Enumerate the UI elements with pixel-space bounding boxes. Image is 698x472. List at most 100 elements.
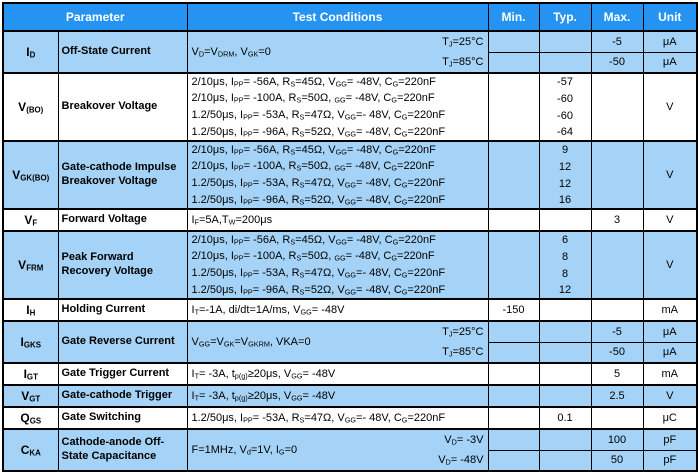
col-header-test-conditions: Test Conditions	[186, 3, 488, 32]
col-header-typ: Typ.	[538, 3, 591, 32]
param-name: Gate Switching	[57, 406, 187, 429]
test-condition: IT= -3A, tp(g)≥20μs, VGG= -48V	[186, 362, 488, 385]
min-cell	[487, 384, 539, 407]
typ-cell: 12	[538, 282, 591, 299]
max-cell	[590, 406, 643, 429]
min-cell: -150	[487, 298, 539, 321]
typ-cell: -64	[538, 124, 591, 141]
param-name: Breakover Voltage	[57, 72, 187, 141]
typ-cell: 16	[538, 192, 591, 209]
param-symbol: VFRM	[2, 230, 58, 299]
param-symbol: VF	[2, 208, 58, 231]
table-row: -50 μA	[3, 51, 697, 73]
typ-cell: 6	[538, 230, 591, 248]
min-cell	[487, 51, 539, 73]
table-row: ID Off-State Current VD=VDRM, VGK=0 TJ=2…	[2, 30, 697, 73]
table-row: VFRM Peak Forward Recovery Voltage 2/10μ…	[2, 230, 697, 299]
min-cell	[487, 208, 539, 231]
test-condition: 2/10μs, IPP= -56A, RS=45Ω, VGG= -48V, CG…	[186, 230, 488, 248]
typ-cell	[538, 449, 591, 471]
unit-cell: μC	[642, 406, 697, 429]
param-name: Gate-cathode Trigger	[57, 384, 187, 407]
typ-cell	[538, 30, 591, 52]
max-cell: -5	[590, 30, 643, 52]
unit-cell: V	[642, 208, 697, 231]
param-name: Holding Current	[57, 298, 187, 321]
param-name: Peak Forward Recovery Voltage	[57, 230, 187, 299]
col-header-parameter: Parameter	[2, 3, 187, 32]
param-name: Gate Reverse Current	[57, 320, 187, 363]
table-row: IH Holding Current IT=-1A, di/dt=1A/ms, …	[2, 298, 697, 321]
table-row: QGS Gate Switching 1.2/50μs, IPP= -53A, …	[2, 406, 697, 429]
typ-cell: 0.1	[538, 406, 591, 429]
param-name: Cathode-anode Off-State Capacitance	[57, 428, 187, 471]
param-symbol: VGK(BO)	[2, 140, 58, 209]
max-cell	[590, 140, 643, 209]
param-name: Gate-cathode Impulse Breakover Voltage	[57, 140, 187, 209]
test-condition: 1.2/50μs, IPP= -53A, RS=47Ω, VGG=- 48V, …	[186, 406, 488, 429]
min-cell	[487, 341, 539, 363]
param-symbol: QGS	[2, 406, 58, 429]
unit-cell: mA	[642, 362, 697, 385]
typ-cell	[538, 320, 591, 342]
typ-cell: 9	[538, 140, 591, 158]
typ-cell: 12	[538, 175, 591, 192]
test-condition: IT= -3A, tp(g)≥20μs, VGG= -48V	[186, 384, 488, 407]
condition-sub: TJ=25°C	[442, 36, 484, 49]
max-cell: 50	[590, 449, 643, 471]
test-condition-cell: VD=VDRM, VGK=0 TJ=25°C TJ=85°C	[186, 30, 488, 73]
typ-cell	[538, 208, 591, 231]
test-condition: IF=5A,TW=200μs	[186, 208, 488, 231]
min-cell	[487, 449, 539, 471]
table-row: 2/10μs, IPP= -100A, RS=50Ω, GG= -48V, CG…	[3, 90, 697, 107]
table-row: 1.2/50μs, IPP= -96A, RS=52Ω, VGG= -48V, …	[3, 282, 697, 299]
table-row: -50 μA	[3, 341, 697, 363]
max-cell: 100	[590, 428, 643, 450]
condition-sub: TJ=85°C	[442, 346, 484, 359]
min-cell	[487, 30, 539, 52]
max-cell	[590, 72, 643, 141]
max-cell: -5	[590, 320, 643, 342]
typ-cell	[538, 298, 591, 321]
test-condition: 1.2/50μs, IPP= -53A, RS=47Ω, VGG=- 48V, …	[186, 265, 488, 282]
table-row: IGKS Gate Reverse Current VGG=VGK=VGKRM,…	[2, 320, 697, 363]
typ-cell	[538, 51, 591, 73]
param-name: Gate Trigger Current	[57, 362, 187, 385]
table-row: 2/10μs, IPP= -100A, RS=50Ω, GG= -48V, CG…	[3, 248, 697, 265]
param-symbol: CKA	[2, 428, 58, 471]
typ-cell: -57	[538, 72, 591, 90]
typ-cell	[538, 384, 591, 407]
typ-cell: 8	[538, 265, 591, 282]
min-cell	[487, 320, 539, 342]
param-symbol: IGKS	[2, 320, 58, 363]
min-cell	[487, 406, 539, 429]
test-condition: IT=-1A, di/dt=1A/ms, VGG= -48V	[186, 298, 488, 321]
test-condition: 2/10μs, IPP= -56A, RS=45Ω, VGG= -48V, CG…	[186, 72, 488, 90]
condition-main: VGG=VGK=VGKRM, VKA=0	[191, 335, 311, 349]
unit-cell: V	[642, 140, 697, 209]
table-row: VGT Gate-cathode Trigger IT= -3A, tp(g)≥…	[2, 384, 697, 407]
param-symbol: VGT	[2, 384, 58, 407]
unit-cell: μA	[642, 320, 697, 342]
col-header-max: Max.	[590, 3, 643, 32]
test-condition: 2/10μs, IPP= -100A, RS=50Ω, GG= -48V, CG…	[186, 158, 488, 175]
table-row: 1.2/50μs, IPP= -53A, RS=47Ω, VGG= -48V, …	[3, 175, 697, 192]
min-cell	[487, 72, 539, 141]
table-row: IGT Gate Trigger Current IT= -3A, tp(g)≥…	[2, 362, 697, 385]
condition-sub: TJ=25°C	[442, 326, 484, 339]
max-cell: -50	[590, 341, 643, 363]
unit-cell: V	[642, 384, 697, 407]
param-symbol: IH	[2, 298, 58, 321]
test-condition: 1.2/50μs, IPP= -96A, RS=52Ω, VGG= -48V, …	[186, 192, 488, 209]
condition-sub: VD= -3V	[444, 434, 484, 447]
test-condition: 2/10μs, IPP= -56A, RS=45Ω, VGG= -48V, CG…	[186, 140, 488, 158]
unit-cell: pF	[642, 449, 697, 471]
unit-cell: pF	[642, 428, 697, 450]
typ-cell: -60	[538, 107, 591, 124]
col-header-unit: Unit	[642, 3, 697, 32]
unit-cell: V	[642, 230, 697, 299]
unit-cell: μA	[642, 30, 697, 52]
unit-cell: mA	[642, 298, 697, 321]
table-row: 1.2/50μs, IPP= -96A, RS=52Ω, VGG= -48V, …	[3, 192, 697, 209]
